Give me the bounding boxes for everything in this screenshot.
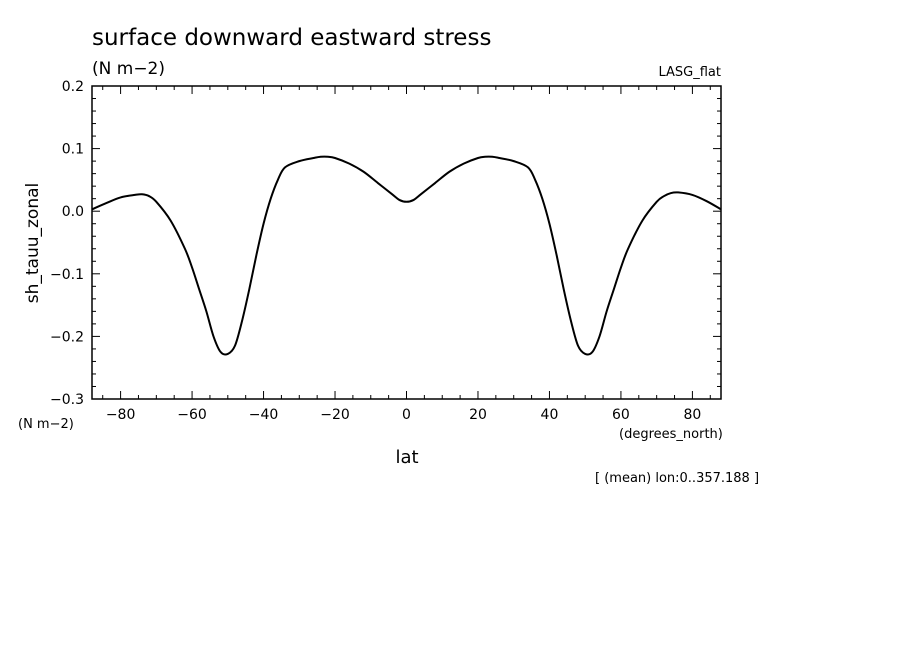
y-axis-label: sh_tauu_zonal: [23, 183, 43, 304]
y-tick-label: −0.2: [50, 329, 84, 345]
x-tick-label: 20: [469, 407, 487, 423]
x-tick-label: 0: [402, 407, 411, 423]
x-axis-units: (degrees_north): [619, 427, 723, 442]
plot-frame: [91, 85, 722, 400]
y-tick-label: 0.2: [62, 79, 84, 95]
y-tick-labels: −0.3 −0.2 −0.1 0.0 0.1 0.2: [50, 79, 84, 408]
y-tick-label: −0.1: [50, 267, 84, 283]
x-tick-label: −60: [177, 407, 207, 423]
averaging-note: [ (mean) lon:0..357.188 ]: [595, 471, 759, 486]
x-axis-label: lat: [395, 447, 418, 468]
x-tick-label: 60: [612, 407, 630, 423]
x-tick-label: −20: [320, 407, 350, 423]
chart-title: surface downward eastward stress: [92, 25, 491, 51]
x-tick-label: −40: [249, 407, 279, 423]
chart-subtitle: (N m−2): [92, 59, 165, 79]
x-tick-labels: −80 −60 −40 −20 0 20 40 60 80: [106, 407, 702, 423]
x-tick-label: −80: [106, 407, 136, 423]
series-group: [91, 155, 722, 356]
x-tick-label: 80: [683, 407, 701, 423]
y-tick-label: 0.1: [62, 142, 84, 158]
x-tick-label: 40: [541, 407, 559, 423]
source-label: LASG_flat: [658, 65, 721, 80]
y-axis-units: (N m−2): [18, 417, 74, 432]
y-tick-label: 0.0: [62, 204, 84, 220]
series-line: [91, 155, 722, 356]
y-tick-label: −0.3: [50, 392, 84, 408]
axis-ticks: [92, 85, 721, 400]
